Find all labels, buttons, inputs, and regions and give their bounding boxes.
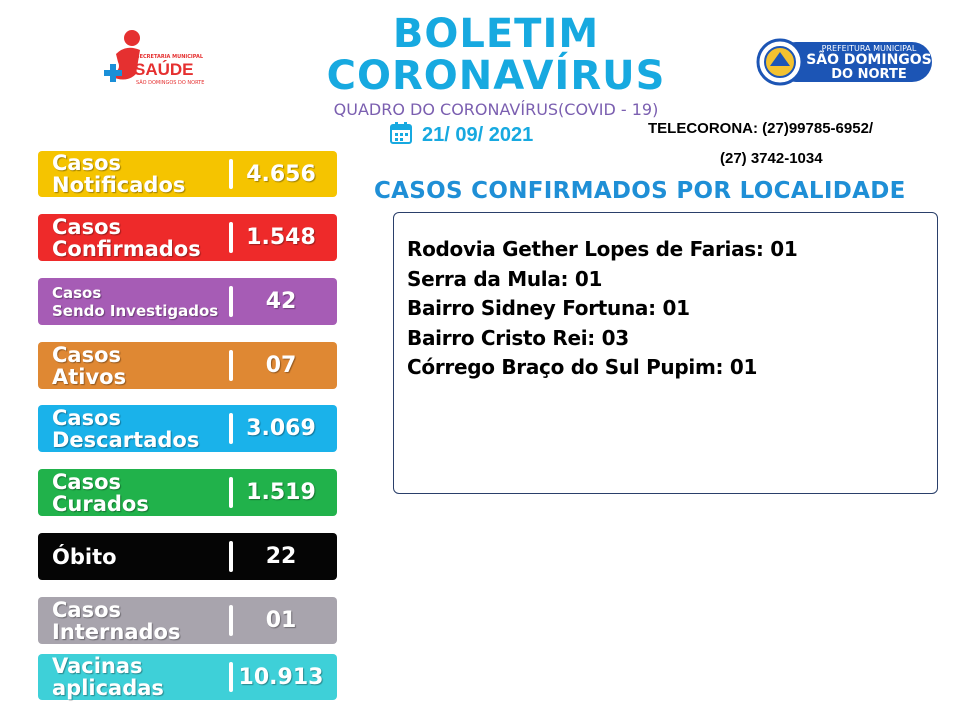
stat-card-investigados: Casos Sendo Investigados 42: [38, 278, 337, 325]
prefeitura-logo-line1: PREFEITURA MUNICIPAL: [821, 44, 917, 53]
localities-box: Rodovia Gether Lopes de Farias: 01 Serra…: [393, 212, 938, 494]
title-line1: BOLETIM: [392, 11, 600, 57]
stat-label-line2: aplicadas: [52, 676, 164, 700]
stat-label: Casos Confirmados: [52, 214, 201, 261]
locality-item: Bairro Sidney Fortuna: 01: [407, 296, 690, 320]
calendar-icon: [390, 122, 412, 148]
stat-divider: [229, 222, 233, 253]
stat-card-vacinas: Vacinas aplicadas 10.913: [38, 654, 337, 700]
stat-divider: [229, 477, 233, 508]
saude-logo-name: SAÚDE: [134, 60, 194, 79]
stat-label-line2: Curados: [52, 491, 149, 516]
stat-divider: [229, 350, 233, 381]
localities-list: Rodovia Gether Lopes de Farias: 01 Serra…: [407, 235, 937, 383]
stat-label-line2: Sendo Investigados: [52, 301, 219, 320]
subtitle: QUADRO DO CORONAVÍRUS(COVID - 19): [333, 100, 659, 119]
stat-label: Casos Notificados: [52, 151, 185, 197]
stat-divider: [229, 541, 233, 572]
stat-label-line2: Internados: [52, 619, 181, 644]
telecorona-line2: (27) 3742-1034: [720, 150, 823, 167]
stat-value: 1.548: [246, 225, 316, 250]
stat-divider: [229, 413, 233, 444]
stat-label: Vacinas aplicadas: [52, 654, 164, 700]
title-line2: CORONAVÍRUS: [326, 53, 666, 99]
stat-value: 10.913: [238, 664, 324, 690]
prefeitura-logo-line2: SÃO DOMINGOS: [806, 52, 932, 68]
stat-label-line2: Descartados: [52, 427, 200, 452]
stat-card-internados: Casos Internados 01: [38, 597, 337, 644]
saude-logo: SECRETARIA MUNICIPAL SAÚDE SÃO DOMINGOS …: [96, 24, 204, 96]
stat-card-notificados: Casos Notificados 4.656: [38, 151, 337, 197]
stat-value: 07: [265, 353, 297, 378]
stat-card-obito: Óbito 22: [38, 533, 337, 580]
stat-card-ativos: Casos Ativos 07: [38, 342, 337, 389]
stat-value: 42: [265, 289, 297, 314]
prefeitura-logo: PREFEITURA MUNICIPAL SÃO DOMINGOS DO NOR…: [756, 36, 934, 86]
saude-logo-bottom-text: SÃO DOMINGOS DO NORTE: [136, 80, 205, 86]
stat-value: 01: [265, 608, 297, 633]
stat-label: Casos Ativos: [52, 342, 126, 389]
stat-divider: [229, 662, 233, 692]
stat-value: 22: [265, 544, 297, 569]
stat-card-descartados: Casos Descartados 3.069: [38, 405, 337, 452]
stat-label-line2: Confirmados: [52, 236, 201, 261]
locality-item: Córrego Braço do Sul Pupim: 01: [407, 355, 758, 379]
stat-label-line1: Casos: [52, 151, 122, 175]
bulletin-date: 21/ 09/ 2021: [422, 123, 534, 146]
locality-item: Bairro Cristo Rei: 03: [407, 325, 629, 350]
stat-value: 4.656: [246, 161, 316, 187]
stat-label: Casos Internados: [52, 597, 180, 644]
stat-label-line1: Casos: [52, 342, 122, 367]
stat-label: Casos Sendo Investigados: [52, 278, 218, 325]
stat-label-line2: Notificados: [52, 173, 186, 197]
stat-divider: [229, 605, 233, 636]
stat-label-line1: Casos: [52, 214, 122, 239]
locality-item: Serra da Mula: 01: [407, 266, 603, 291]
stat-label-line1: Óbito: [52, 544, 117, 569]
stat-divider: [229, 159, 233, 189]
stat-label: Óbito: [52, 533, 117, 580]
stat-label: Casos Curados: [52, 469, 149, 516]
stat-label-line2: Ativos: [52, 364, 127, 389]
telecorona-line1: TELECORONA: (27)99785-6952/: [648, 120, 874, 137]
section-title: CASOS CONFIRMADOS POR LOCALIDADE: [374, 178, 906, 204]
stat-divider: [229, 286, 233, 317]
stat-label-line1: Casos: [52, 405, 122, 430]
stat-label: Casos Descartados: [52, 405, 199, 452]
stat-value: 3.069: [246, 416, 316, 441]
locality-item: Rodovia Gether Lopes de Farias: 01: [407, 237, 798, 261]
stat-label-line1: Casos: [52, 283, 102, 302]
saude-logo-top-text: SECRETARIA MUNICIPAL: [136, 54, 204, 60]
stat-card-curados: Casos Curados 1.519: [38, 469, 337, 516]
date-row: 21/ 09/ 2021: [390, 122, 533, 148]
prefeitura-logo-line3: DO NORTE: [831, 67, 907, 82]
stat-label-line1: Casos: [52, 469, 122, 494]
stat-value: 1.519: [246, 480, 316, 505]
stat-label-line1: Vacinas: [52, 654, 143, 678]
stat-card-confirmados: Casos Confirmados 1.548: [38, 214, 337, 261]
stat-label-line1: Casos: [52, 597, 122, 622]
